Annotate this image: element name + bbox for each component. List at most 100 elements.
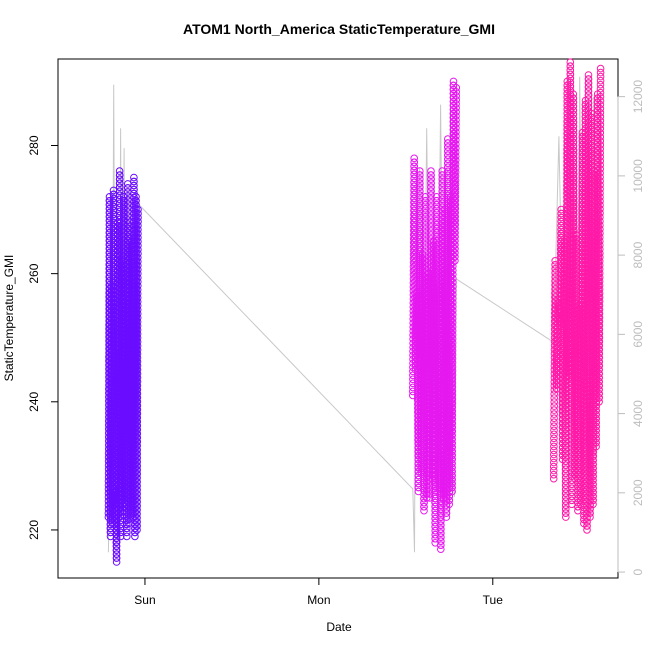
data-point [423, 470, 431, 478]
data-point [105, 248, 114, 257]
data-point [112, 542, 121, 550]
data-point [105, 204, 114, 213]
data-point [442, 509, 451, 517]
data-point [133, 337, 142, 346]
data-point [133, 353, 142, 362]
data-point [437, 533, 445, 541]
data-point [134, 265, 142, 274]
data-point [133, 358, 142, 366]
data-point [133, 486, 141, 494]
data-point [134, 245, 142, 254]
data-point [112, 518, 121, 526]
data-point [134, 273, 142, 282]
data-point [423, 466, 431, 474]
data-point [105, 216, 114, 225]
data-point [134, 205, 142, 214]
data-point [133, 482, 141, 490]
data-point [134, 237, 142, 246]
data-point [116, 247, 124, 256]
data-point [133, 394, 142, 402]
data-point [133, 349, 142, 358]
data-point [410, 154, 419, 163]
data-point [130, 177, 138, 186]
data-point [105, 236, 114, 245]
data-point [130, 185, 138, 194]
data-point [112, 522, 121, 530]
data-point [133, 518, 141, 526]
data-point [438, 195, 447, 203]
points-layer [104, 58, 605, 566]
data-point [130, 181, 138, 190]
data-point [414, 483, 423, 492]
data-point [442, 513, 451, 521]
data-point [133, 438, 142, 446]
data-point [133, 430, 142, 438]
data-point [133, 474, 141, 482]
data-point [427, 183, 435, 191]
data-point [133, 285, 142, 294]
data-point [134, 281, 142, 290]
data-point [134, 257, 142, 266]
data-point [133, 462, 141, 470]
data-point [133, 498, 141, 506]
data-point [133, 502, 141, 510]
data-point [123, 524, 131, 533]
data-point [133, 374, 142, 382]
data-point [410, 158, 419, 167]
data-point [133, 494, 141, 502]
data-point [105, 252, 114, 261]
data-point [133, 506, 141, 514]
data-point [133, 366, 142, 374]
data-point [438, 199, 447, 207]
data-point [133, 458, 141, 466]
data-point [134, 261, 142, 270]
data-point [133, 514, 141, 522]
data-point [132, 201, 140, 209]
data-point [115, 167, 124, 175]
data-point [437, 505, 445, 513]
data-point [133, 317, 142, 326]
data-point [115, 191, 124, 199]
data-point [133, 426, 142, 434]
data-point [427, 179, 435, 187]
data-point [438, 203, 447, 211]
data-point [410, 166, 419, 175]
data-point [416, 187, 424, 195]
data-point [133, 333, 142, 342]
data-point [105, 200, 114, 209]
data-point [134, 249, 142, 258]
data-point [133, 362, 142, 370]
data-point [116, 235, 124, 244]
data-point [427, 187, 435, 195]
data-point [133, 378, 142, 386]
data-point [420, 502, 428, 511]
data-point [133, 289, 142, 298]
plot-area-border [57, 58, 619, 579]
data-point [133, 345, 142, 354]
data-point [133, 526, 141, 534]
data-point [133, 297, 142, 306]
data-point [133, 510, 141, 518]
data-point [134, 213, 142, 222]
data-point [437, 513, 445, 521]
data-point [133, 321, 142, 330]
data-point [134, 241, 142, 250]
data-point [131, 532, 139, 541]
data-point [105, 228, 114, 237]
data-point [420, 506, 428, 515]
data-point [116, 231, 124, 240]
data-point [416, 191, 424, 199]
data-point [112, 526, 120, 535]
data-point [134, 253, 142, 262]
data-point [133, 301, 142, 310]
data-point [116, 207, 124, 216]
data-point [105, 224, 114, 233]
data-point [116, 203, 124, 212]
data-point [105, 272, 114, 281]
data-point [132, 193, 140, 201]
data-point [115, 195, 124, 203]
data-point [112, 530, 121, 538]
data-point [438, 175, 447, 183]
data-point [133, 329, 142, 338]
